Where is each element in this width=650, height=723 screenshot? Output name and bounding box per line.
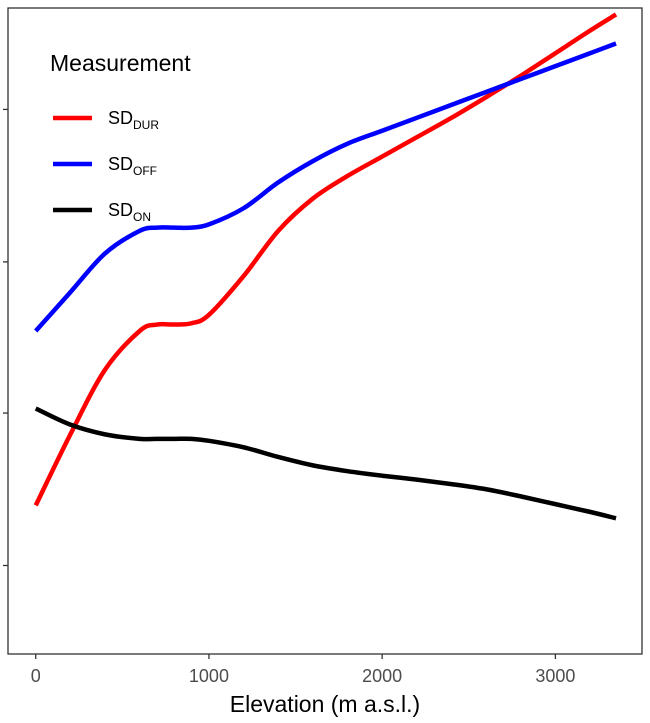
x-tick-label-0: 0	[31, 666, 41, 686]
series-lines	[33, 12, 618, 521]
series-line-sdon	[34, 406, 617, 521]
series-line-sdoff	[34, 41, 617, 333]
legend-title: Measurement	[50, 50, 191, 76]
legend: Measurement SDDUR SDOFF SDON	[50, 50, 191, 224]
x-tick-label-3: 3000	[535, 666, 575, 686]
y-axis	[3, 108, 8, 567]
legend-label-0: SDDUR	[108, 108, 159, 132]
plot-panel-border	[7, 7, 643, 655]
series-line-sddur	[33, 12, 618, 507]
x-axis-title: Elevation (m a.s.l.)	[230, 691, 420, 717]
legend-label-1: SDOFF	[108, 154, 157, 178]
legend-label-2: SDON	[108, 200, 151, 224]
x-axis: 0 1000 2000 3000	[31, 654, 575, 686]
x-tick-label-1: 1000	[189, 666, 229, 686]
x-tick-label-2: 2000	[362, 666, 402, 686]
